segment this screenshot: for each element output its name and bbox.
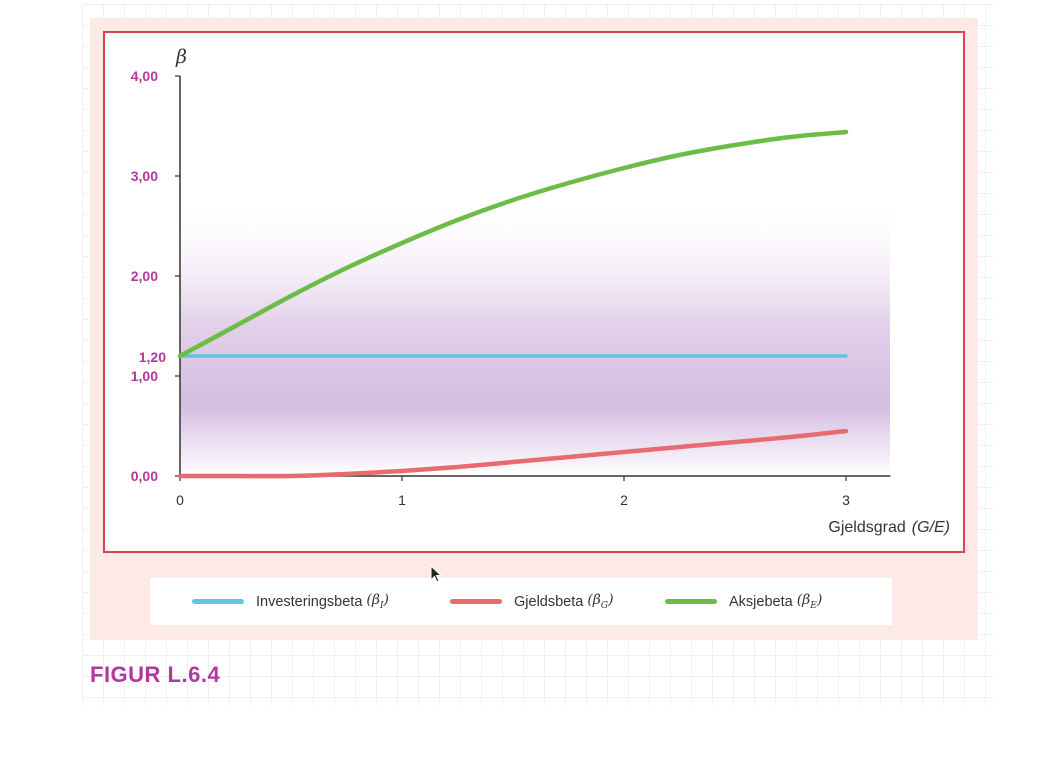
x-axis-label-symbol: (G/E) [912, 519, 950, 536]
legend-item-aksjebeta: Aksjebeta (βE) [665, 578, 822, 625]
x-tick-label: 0 [176, 492, 184, 508]
y-extra-tick-label: 1,20 [139, 349, 166, 365]
legend-label-investeringsbeta: Investeringsbeta [256, 593, 363, 610]
y-tick-label: 0,00 [131, 468, 158, 484]
series-line-aksjebeta [177, 129, 849, 359]
legend-swatch-investeringsbeta [192, 599, 244, 604]
legend-label-aksjebeta: Aksjebeta [729, 593, 793, 610]
legend-label-gjeldsbeta: Gjeldsbeta [514, 593, 584, 610]
tick-labels: 0,00 1,00 2,00 3,00 4,00 1,20 0 1 2 3 [131, 68, 850, 508]
legend-symbol-investeringsbeta: (βI) [366, 592, 389, 611]
plot-shading [180, 195, 890, 476]
x-tick-label: 2 [620, 492, 628, 508]
x-axis-label: Gjeldsgrad (G/E) [828, 519, 950, 536]
y-tick-label: 3,00 [131, 168, 158, 184]
series-lines [177, 129, 849, 479]
legend-item-gjeldsbeta: Gjeldsbeta (βG) [450, 578, 614, 625]
x-axis-label-text: Gjeldsgrad [828, 519, 905, 536]
y-axis-label: β [175, 46, 187, 68]
y-tick-label: 4,00 [131, 68, 158, 84]
legend-symbol-aksjebeta: (βE) [796, 592, 823, 611]
series-line-gjeldsbeta [177, 428, 849, 479]
legend-symbol-gjeldsbeta: (βG) [587, 592, 614, 611]
legend: Investeringsbeta (βI) Gjeldsbeta (βG) Ak… [150, 578, 892, 625]
legend-swatch-gjeldsbeta [450, 599, 502, 604]
x-tick-label: 3 [842, 492, 850, 508]
y-tick-label: 2,00 [131, 268, 158, 284]
y-tick-label: 1,00 [131, 368, 158, 384]
x-tick-label: 1 [398, 492, 406, 508]
legend-swatch-aksjebeta [665, 599, 717, 604]
legend-item-investeringsbeta: Investeringsbeta (βI) [192, 578, 389, 625]
mouse-cursor-icon [430, 565, 443, 583]
figure-label: FIGUR L.6.4 [90, 662, 221, 687]
